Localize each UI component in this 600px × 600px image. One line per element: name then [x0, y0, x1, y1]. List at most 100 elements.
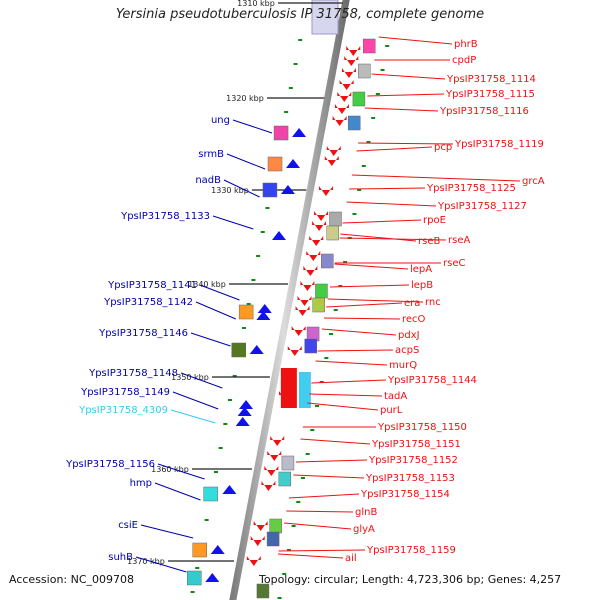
gene-box — [266, 531, 280, 547]
gene-box — [315, 283, 328, 299]
gene-label-ail: ail — [345, 553, 357, 564]
gene-arrow-forward — [303, 266, 318, 276]
gene-arrow-forward — [250, 536, 265, 546]
gene-label-ypsip31758-1153: YpsIP31758_1153 — [365, 473, 455, 484]
gene-box-left — [231, 342, 246, 358]
gene-label-csie: csiE — [118, 520, 138, 531]
gene-arrow-reverse — [271, 231, 286, 240]
gene-label-acps: acpS — [395, 345, 419, 356]
leader-line-glya — [283, 522, 352, 530]
gene-box — [347, 115, 361, 131]
gene-label-rnc: rnc — [425, 297, 441, 308]
gene-label-ypsip31758-1119: YpsIP31758_1119 — [454, 139, 544, 150]
gene-label-srmb: srmB — [198, 149, 224, 160]
leader-line-ypsip31758-1133 — [212, 215, 254, 230]
gene-label-ypsip31758-1144: YpsIP31758_1144 — [387, 375, 477, 386]
gene-label-grca: grcA — [522, 176, 545, 187]
gene-label-ypsip31758-1151: YpsIP31758_1151 — [371, 439, 461, 450]
gene-label-nadb: nadB — [195, 175, 221, 186]
gene-box — [256, 583, 270, 599]
gene-label-rpoe: rpoE — [423, 215, 446, 226]
gene-label-glnb: glnB — [355, 507, 377, 518]
gene-box — [278, 471, 292, 487]
gene-box — [269, 518, 282, 534]
gene-label-ypsip31758-1148: YpsIP31758_1148 — [88, 368, 178, 379]
gene-arrow-forward — [318, 186, 333, 196]
gene-label-ypsip31758-1159: YpsIP31758_1159 — [366, 545, 456, 556]
gene-arrow-reverse — [235, 417, 250, 426]
leader-line-acps — [317, 349, 394, 352]
leader-line-pcp — [356, 146, 433, 152]
kbp-marker-label: 1310 kbp — [237, 0, 275, 8]
gene-label-ypsip31758-1133: YpsIP31758_1133 — [120, 211, 210, 222]
gene-arrow-reverse — [222, 485, 237, 494]
leader-line-suhb — [135, 556, 187, 573]
gene-label-ung: ung — [211, 115, 230, 126]
gene-label-purl: purL — [380, 405, 403, 416]
gene-label-ypsip31758-1115: YpsIP31758_1115 — [445, 89, 535, 100]
gene-box — [312, 297, 325, 313]
gene-label-ypsip31758-1127: YpsIP31758_1127 — [437, 201, 527, 212]
leader-line-reco — [323, 317, 401, 320]
gene-arrow-reverse — [249, 345, 264, 354]
gene-arrow-forward — [267, 451, 282, 461]
leader-line-ypsip31758-1146 — [190, 332, 231, 347]
gene-box — [352, 91, 366, 107]
leader-line-rnc — [327, 298, 424, 303]
leader-line-lepa — [334, 263, 409, 270]
topology-text: Topology: circular; Length: 4,723,306 bp… — [259, 573, 562, 586]
leader-line-ypsip31758-1127 — [346, 201, 437, 207]
gene-arrow-reverse — [239, 400, 254, 409]
kbp-marker-label: 1350 kbp — [171, 373, 209, 382]
gene-label-cpdp: cpdP — [452, 55, 476, 66]
leader-line-ypsip31758-1153 — [293, 474, 365, 479]
leader-line-ypsip31758-1125 — [349, 187, 426, 190]
gene-label-ypsip31758-4309: YpsIP31758_4309 — [78, 405, 168, 416]
gene-label-ypsip31758-1152: YpsIP31758_1152 — [368, 455, 458, 466]
kbp-marker-label: 1360 kbp — [151, 465, 189, 474]
leader-line-ail — [277, 553, 344, 559]
top-cut-feature — [311, 0, 339, 35]
leader-line-rseb — [340, 233, 417, 242]
gene-label-murq: murQ — [389, 360, 417, 371]
gene-box-left — [262, 182, 278, 198]
gene-arrow-forward — [297, 296, 312, 306]
gene-arrow-forward — [264, 466, 279, 476]
leader-line-ypsip31758-1116 — [364, 107, 439, 112]
gene-label-ypsip31758-1142: YpsIP31758_1142 — [103, 297, 193, 308]
gene-block-tada — [298, 372, 311, 408]
kbp-marker-label: 1320 kbp — [226, 94, 264, 103]
gene-arrow-forward — [346, 46, 361, 56]
gene-box-left — [238, 304, 254, 320]
leader-line-ypsip31758-1141 — [199, 284, 240, 301]
gene-arrow-forward — [344, 56, 359, 66]
gene-arrow-forward — [291, 326, 306, 336]
gene-label-hmp: hmp — [130, 478, 152, 489]
gene-arrow-reverse — [292, 128, 307, 137]
leader-line-ypsip31758-4309 — [170, 409, 216, 424]
gene-arrow-forward — [339, 80, 354, 90]
leader-line-srmb — [226, 153, 266, 170]
gene-box-left — [192, 542, 207, 558]
gene-box-left — [273, 125, 289, 141]
leader-line-ypsip31758-1152 — [295, 459, 368, 463]
gene-label-tada: tadA — [384, 391, 407, 402]
gene-box-left — [267, 156, 283, 172]
leader-line-era — [326, 302, 403, 308]
gene-arrow-reverse — [286, 159, 301, 168]
leader-line-ypsip31758-1144 — [311, 379, 387, 384]
gene-label-glya: glyA — [353, 524, 375, 535]
gene-label-lepa: lepA — [410, 264, 432, 275]
gene-arrow-forward — [326, 146, 341, 156]
leader-line-ypsip31758-1154 — [288, 493, 360, 499]
genome-title: Yersinia pseudotuberculosis IP 31758, co… — [115, 7, 485, 22]
gene-box — [281, 455, 295, 471]
leader-line-ypsip31758-1149 — [172, 391, 219, 410]
kbp-marker-label: 1330 kbp — [211, 186, 249, 195]
gene-arrow-reverse — [237, 407, 252, 416]
leader-line-glnb — [286, 510, 354, 513]
gene-label-reco: recO — [402, 314, 426, 325]
kbp-marker-label: 1340 kbp — [188, 280, 226, 289]
gene-arrow-forward — [300, 281, 315, 291]
